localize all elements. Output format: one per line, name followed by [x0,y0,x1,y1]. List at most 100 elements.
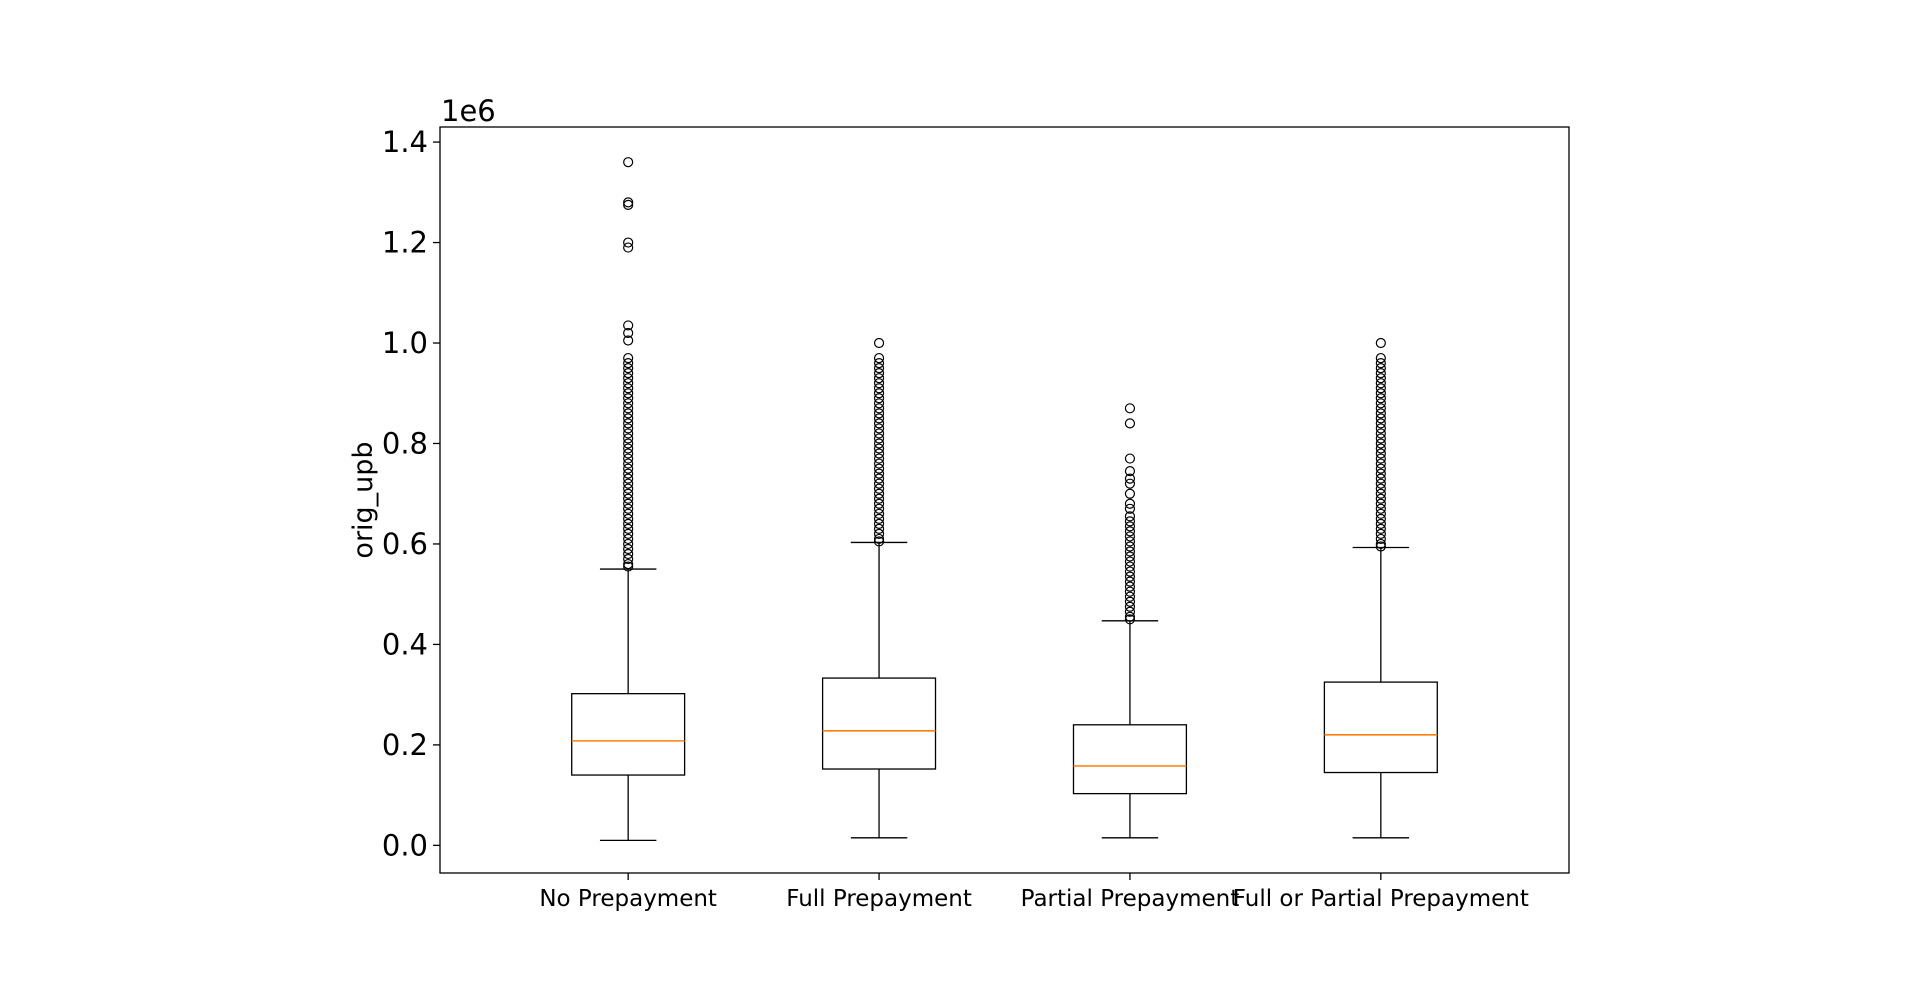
iqr-box [571,693,686,776]
outlier-point [873,408,885,419]
y-axis-scale-label: 1e6 [441,94,496,128]
outlier-point [623,368,634,379]
outlier-point [1375,488,1386,499]
axes-frame [439,126,1570,874]
outlier-point [873,473,885,484]
outlier-point [623,528,634,540]
outlier-point [1124,521,1136,532]
outlier-point [873,388,885,399]
outlier-point [1375,408,1386,419]
outlier-point [623,393,634,404]
outlier-point [873,368,885,379]
outlier-point [623,538,634,550]
outlier-point [873,378,885,389]
outlier-point [623,199,634,210]
outlier-point [873,523,885,534]
outlier-point [623,363,634,374]
outlier-point [873,403,885,414]
outlier-point [1375,413,1386,424]
outlier-point [1375,433,1386,444]
outlier-point [873,413,885,424]
outlier-point [873,393,885,404]
outlier-point [623,518,634,529]
outlier-point [1375,393,1386,404]
outlier-point [873,423,885,434]
outlier-point [1124,531,1136,542]
outlier-point [623,483,634,494]
outlier-point [623,383,634,394]
outlier-point [623,503,634,514]
outlier-point [1124,453,1136,464]
outlier-point [1124,611,1136,622]
outlier-point [1375,533,1386,545]
outlier-point [1375,443,1386,454]
outlier-point [623,523,634,534]
outlier-point [623,458,634,469]
outlier-point [873,503,885,514]
outlier-point [1124,571,1136,582]
outlier-point [623,533,634,545]
outlier-point [623,157,634,168]
outlier-point [1124,601,1136,612]
outlier-point [1375,398,1386,409]
outlier-point [1124,551,1136,562]
outlier-point [873,433,885,444]
outlier-point [873,498,885,509]
outlier-point [873,358,885,369]
outlier-point [873,508,885,519]
x-tick-label: No Prepayment [539,886,717,912]
outlier-point [873,453,885,464]
outlier-point [623,488,634,499]
outlier-point [873,536,885,547]
outlier-point [1375,458,1386,469]
outlier-point [873,513,885,524]
outlier-point [1375,518,1386,529]
outlier-point [873,518,885,529]
x-tick-label: Full or Partial Prepayment [1233,886,1529,912]
outlier-point [1124,498,1136,509]
outlier-point [1375,378,1386,389]
outlier-point [873,428,885,439]
outlier-point [623,558,634,570]
outlier-point [1124,511,1136,522]
outlier-point [873,352,885,364]
plot-area [571,157,1438,841]
y-tick-label: 0.0 [382,828,428,862]
outlier-point [1375,453,1386,464]
outlier-point [623,237,634,248]
outlier-point [873,528,885,540]
outlier-point [1124,596,1136,607]
outlier-point [1375,337,1386,349]
outlier-point [1375,448,1386,459]
outlier-point [1124,581,1136,592]
y-tick-label: 0.8 [382,426,428,460]
outlier-point [1124,576,1136,587]
outlier-point [1124,606,1136,617]
outlier-point [623,543,634,555]
outlier-point [623,327,634,339]
outlier-point [623,197,634,208]
outlier-point [1375,473,1386,484]
outlier-point [873,398,885,409]
outlier-point [873,448,885,459]
outlier-point [873,468,885,479]
outlier-point [623,413,634,424]
outlier-point [623,320,634,331]
y-tick-label: 1.0 [382,326,428,360]
outlier-point [623,335,634,346]
outlier-point [1375,463,1386,474]
outlier-point [623,508,634,519]
outlier-point [873,533,885,545]
outlier-point [623,493,634,504]
outlier-point [873,478,885,489]
outlier-point [873,373,885,384]
outlier-point [1124,418,1136,429]
iqr-box [821,677,937,770]
outlier-point [623,468,634,479]
outlier-point [873,337,885,349]
outlier-point [623,561,634,572]
outlier-point [623,473,634,484]
outlier-point [1375,541,1386,552]
box-group [821,337,937,839]
